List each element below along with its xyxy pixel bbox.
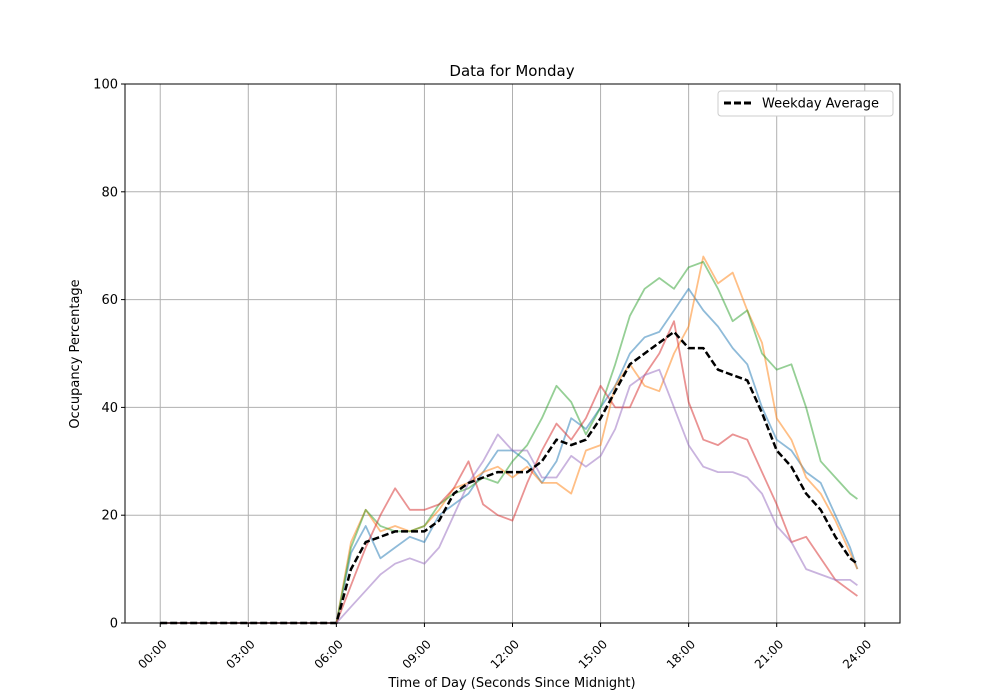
y-tick-label: 40 bbox=[101, 401, 118, 416]
series-line-weekday-average bbox=[160, 330, 859, 625]
chart-title: Data for Monday bbox=[449, 62, 574, 80]
x-tick-label: 15:00 bbox=[576, 637, 610, 671]
x-tick-label: 24:00 bbox=[840, 637, 874, 671]
y-tick-label: 0 bbox=[110, 617, 118, 632]
x-tick-label: 09:00 bbox=[400, 637, 434, 671]
y-tick-label: 20 bbox=[101, 509, 118, 524]
y-tick-label: 60 bbox=[101, 293, 118, 308]
series-line-1 bbox=[160, 287, 859, 624]
x-tick-label: 00:00 bbox=[135, 637, 169, 671]
x-tick-label: 06:00 bbox=[312, 637, 346, 671]
legend-label-weekday-average: Weekday Average bbox=[762, 97, 879, 112]
x-axis-label: Time of Day (Seconds Since Midnight) bbox=[387, 676, 635, 691]
legend-box bbox=[717, 90, 894, 117]
series-line-5 bbox=[160, 368, 858, 624]
x-tick-label: 18:00 bbox=[664, 637, 698, 671]
y-tick-label: 100 bbox=[93, 78, 118, 93]
x-tick-label: 12:00 bbox=[488, 637, 522, 671]
series-line-3 bbox=[160, 260, 858, 624]
series-line-2 bbox=[160, 255, 859, 624]
series-line-4 bbox=[160, 320, 858, 624]
x-tick-label: 03:00 bbox=[223, 637, 257, 671]
y-tick-label: 80 bbox=[101, 185, 118, 200]
legend: Weekday Average bbox=[717, 90, 894, 117]
y-axis-label: Occupancy Percentage bbox=[68, 279, 83, 428]
x-tick-label: 21:00 bbox=[752, 637, 786, 671]
